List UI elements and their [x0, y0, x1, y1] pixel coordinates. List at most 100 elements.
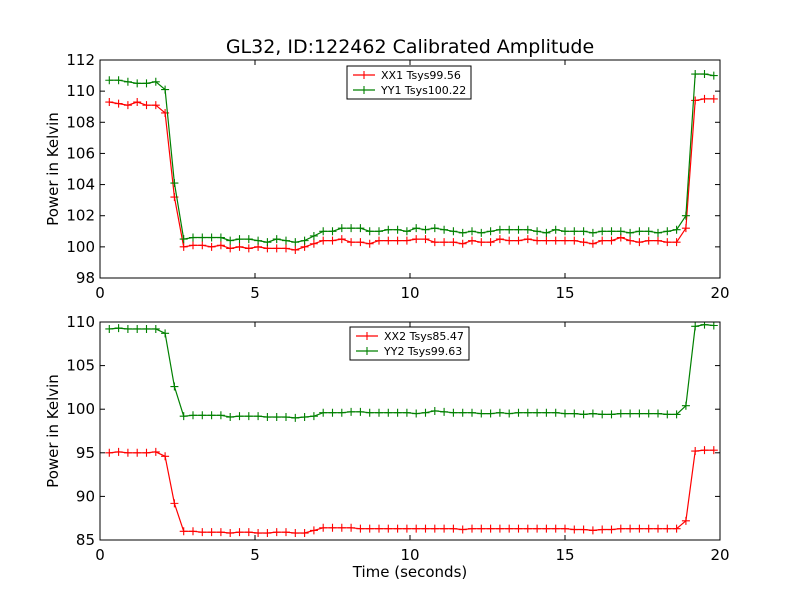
- x-tick-label: 15: [555, 546, 574, 564]
- data-point: [495, 235, 504, 244]
- data-point: [468, 236, 476, 245]
- data-point: [458, 525, 467, 534]
- data-point: [412, 235, 421, 244]
- data-point: [626, 228, 635, 237]
- legend-marker: [360, 71, 368, 79]
- data-point: [672, 238, 681, 247]
- data-point: [412, 224, 421, 233]
- data-point: [291, 238, 300, 247]
- data-point: [514, 236, 523, 245]
- data-point: [393, 225, 402, 234]
- data-point: [430, 524, 439, 533]
- data-point: [328, 408, 337, 417]
- data-point: [309, 526, 318, 535]
- data-point: [337, 408, 346, 417]
- data-point: [579, 227, 588, 236]
- data-point: [114, 76, 123, 85]
- data-point: [523, 235, 532, 244]
- top-plot: 0 5 10 15 20 98 100 102 104 106 108 110 112 Power in …: [44, 51, 730, 302]
- data-point: [133, 79, 142, 88]
- legend-label: YY2 Tsys99.63: [383, 345, 462, 358]
- data-point: [244, 528, 253, 537]
- data-point: [616, 409, 625, 418]
- data-point: [523, 225, 532, 234]
- data-point: [198, 411, 207, 420]
- x-tick-label: 20: [710, 546, 729, 564]
- data-point: [291, 413, 300, 422]
- data-point: [570, 409, 579, 418]
- data-point: [570, 525, 579, 534]
- data-point: [254, 236, 263, 245]
- data-point: [216, 528, 225, 537]
- data-point: [123, 77, 132, 86]
- data-point: [133, 448, 142, 457]
- data-point: [607, 236, 616, 245]
- data-point: [468, 227, 476, 236]
- data-point: [440, 524, 449, 533]
- data-point: [347, 224, 356, 233]
- data-point: [282, 413, 290, 422]
- data-point: [514, 225, 523, 234]
- data-point: [244, 244, 253, 253]
- data-point: [588, 228, 597, 237]
- data-point: [440, 238, 449, 247]
- data-point: [663, 524, 672, 533]
- data-point: [142, 448, 151, 457]
- data-point: [207, 233, 216, 242]
- data-point: [347, 407, 356, 416]
- x-axis-label: Time (seconds): [352, 563, 468, 581]
- data-point: [579, 525, 588, 534]
- data-point: [468, 524, 476, 533]
- data-point: [142, 324, 151, 333]
- data-point: [663, 238, 672, 247]
- data-point: [588, 409, 597, 418]
- data-point: [402, 236, 411, 245]
- data-point: [440, 225, 449, 234]
- data-point: [337, 523, 346, 532]
- x-tick-label: 5: [250, 546, 260, 564]
- y-tick-label: 108: [66, 113, 95, 131]
- data-point: [598, 227, 607, 236]
- data-point: [402, 524, 411, 533]
- data-point: [328, 236, 337, 245]
- data-point: [561, 236, 569, 245]
- data-point: [105, 448, 114, 457]
- data-point: [663, 227, 672, 236]
- y-tick-label: 105: [66, 357, 95, 375]
- data-point: [635, 227, 644, 236]
- y-tick-label: 98: [76, 269, 95, 287]
- data-point: [272, 413, 281, 422]
- data-point: [440, 407, 449, 416]
- data-point: [430, 238, 439, 247]
- data-point: [393, 236, 402, 245]
- data-point: [654, 409, 662, 418]
- data-point: [709, 446, 718, 455]
- data-point: [458, 239, 467, 248]
- data-point: [365, 524, 374, 533]
- y-tick-label: 90: [76, 487, 95, 505]
- data-point: [700, 446, 709, 455]
- data-point: [607, 410, 616, 419]
- data-point: [226, 244, 235, 253]
- data-point: [644, 524, 653, 533]
- data-point: [402, 408, 411, 417]
- data-point: [337, 224, 346, 233]
- data-point: [114, 99, 123, 108]
- data-point: [691, 70, 700, 79]
- data-point: [495, 524, 504, 533]
- legend-box: [346, 65, 472, 100]
- x-tick-label: 10: [400, 284, 419, 302]
- data-point: [505, 236, 514, 245]
- data-point: [514, 408, 523, 417]
- data-point: [421, 235, 430, 244]
- data-point: [319, 227, 328, 236]
- figure-title: GL32, ID:122462 Calibrated Amplitude: [226, 36, 594, 58]
- data-point: [235, 242, 244, 251]
- data-point: [365, 408, 374, 417]
- data-point: [347, 238, 356, 247]
- series-group: [105, 70, 718, 254]
- series-line-1: [109, 449, 714, 534]
- data-point: [486, 238, 495, 247]
- data-point: [226, 529, 235, 538]
- data-point: [300, 413, 309, 422]
